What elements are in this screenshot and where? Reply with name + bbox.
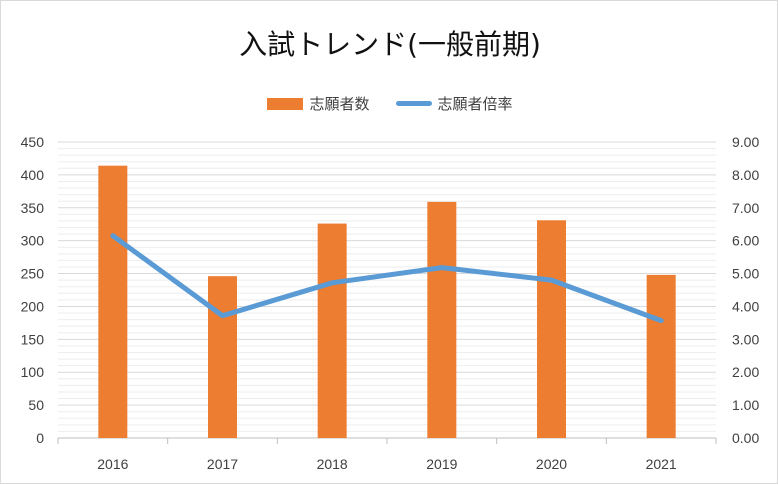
y-left-tick-label: 450 — [21, 134, 45, 150]
y-right-tick-label: 2.00 — [732, 364, 759, 380]
bar-2019 — [427, 202, 456, 438]
bar-2020 — [537, 220, 566, 438]
y-left-tick-label: 400 — [21, 167, 45, 183]
bar-2016 — [98, 166, 127, 438]
y-right-tick-label: 5.00 — [732, 266, 759, 282]
y-left-tick-label: 150 — [21, 331, 45, 347]
x-tick-label: 2016 — [97, 456, 128, 472]
y-left-tick-label: 50 — [28, 397, 44, 413]
y-right-tick-label: 9.00 — [732, 134, 759, 150]
bar-2018 — [318, 224, 347, 438]
x-tick-label: 2019 — [426, 456, 457, 472]
y-left-tick-label: 350 — [21, 200, 45, 216]
ratio-line — [113, 236, 661, 321]
y-right-tick-label: 1.00 — [732, 397, 759, 413]
y-right-tick-label: 8.00 — [732, 167, 759, 183]
y-left-tick-label: 250 — [21, 266, 45, 282]
y-right-tick-label: 4.00 — [732, 298, 759, 314]
y-left-tick-label: 0 — [36, 430, 44, 446]
y-right-tick-label: 6.00 — [732, 233, 759, 249]
x-tick-label: 2021 — [646, 456, 677, 472]
bar-2017 — [208, 276, 237, 438]
x-tick-label: 2018 — [317, 456, 348, 472]
y-right-tick-label: 7.00 — [732, 200, 759, 216]
y-left-tick-label: 100 — [21, 364, 45, 380]
y-right-tick-label: 3.00 — [732, 331, 759, 347]
x-tick-label: 2020 — [536, 456, 567, 472]
bar-2021 — [647, 275, 676, 438]
y-right-tick-label: 0.00 — [732, 430, 759, 446]
y-left-tick-label: 200 — [21, 298, 45, 314]
y-left-tick-label: 300 — [21, 233, 45, 249]
x-tick-label: 2017 — [207, 456, 238, 472]
